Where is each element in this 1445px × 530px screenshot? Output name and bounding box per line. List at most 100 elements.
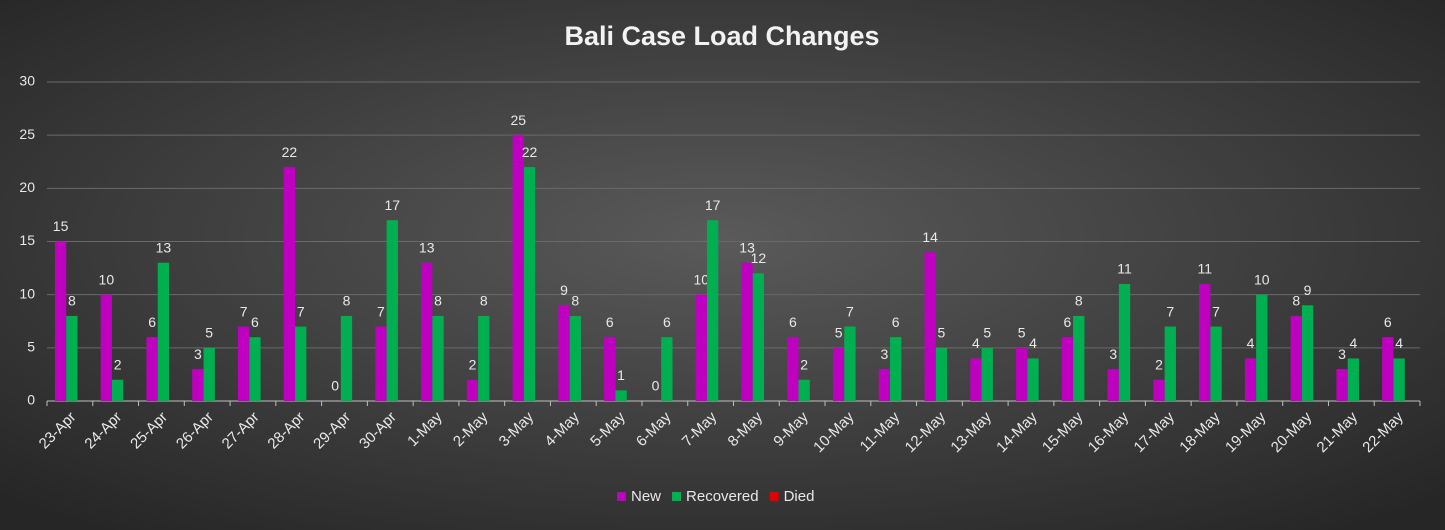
data-label: 2 bbox=[469, 356, 477, 372]
data-label: 6 bbox=[1384, 314, 1392, 330]
data-label: 5 bbox=[938, 325, 946, 341]
bar bbox=[1118, 284, 1131, 401]
bar bbox=[844, 326, 856, 401]
legend-label: Recovered bbox=[686, 488, 759, 505]
data-label: 2 bbox=[800, 356, 808, 372]
bar bbox=[1199, 284, 1211, 401]
data-label: 10 bbox=[1254, 271, 1270, 287]
y-tick-label: 15 bbox=[19, 232, 35, 248]
data-label: 0 bbox=[331, 378, 339, 394]
data-label: 5 bbox=[835, 325, 843, 341]
bar bbox=[798, 379, 810, 401]
bar bbox=[283, 167, 296, 401]
bar bbox=[569, 315, 581, 401]
legend-label: Died bbox=[784, 488, 815, 505]
y-tick-label: 30 bbox=[19, 73, 35, 89]
data-label: 12 bbox=[751, 250, 767, 266]
data-label: 6 bbox=[251, 314, 259, 330]
data-label: 2 bbox=[1155, 356, 1163, 372]
data-label: 6 bbox=[663, 314, 671, 330]
bar bbox=[157, 262, 170, 401]
bar bbox=[1244, 358, 1257, 401]
bar bbox=[832, 347, 845, 401]
bar bbox=[981, 347, 993, 401]
bar bbox=[478, 315, 490, 401]
y-tick-label: 0 bbox=[27, 392, 35, 408]
data-label: 11 bbox=[1197, 261, 1212, 277]
data-label: 7 bbox=[846, 303, 854, 319]
bar bbox=[604, 337, 616, 401]
bar bbox=[1382, 337, 1394, 401]
legend-swatch bbox=[769, 492, 779, 501]
data-label: 8 bbox=[1075, 293, 1083, 309]
data-label: 14 bbox=[922, 229, 938, 245]
bar bbox=[66, 315, 78, 401]
bar bbox=[1393, 358, 1405, 401]
data-label: 4 bbox=[1029, 335, 1037, 351]
data-label: 13 bbox=[156, 239, 172, 255]
bar bbox=[1073, 315, 1085, 401]
data-label: 8 bbox=[434, 293, 442, 309]
bar bbox=[192, 369, 204, 401]
bar bbox=[1016, 347, 1028, 401]
data-label: 4 bbox=[972, 335, 980, 351]
data-label: 9 bbox=[560, 282, 568, 298]
y-tick-label: 25 bbox=[19, 126, 35, 142]
data-label: 11 bbox=[1117, 261, 1132, 277]
data-label: 3 bbox=[1109, 346, 1117, 362]
data-label: 2 bbox=[114, 356, 122, 372]
data-label: 1 bbox=[617, 367, 625, 383]
bar bbox=[340, 315, 353, 401]
data-label: 9 bbox=[1304, 282, 1312, 298]
bar bbox=[878, 369, 891, 401]
bar bbox=[558, 305, 570, 401]
data-label: 4 bbox=[1395, 335, 1403, 351]
data-label: 17 bbox=[705, 197, 721, 213]
data-label: 7 bbox=[1166, 303, 1174, 319]
bar bbox=[741, 262, 753, 401]
data-label: 6 bbox=[892, 314, 900, 330]
y-tick-label: 20 bbox=[19, 179, 35, 195]
bar bbox=[706, 220, 719, 401]
bar bbox=[935, 347, 948, 401]
bar bbox=[375, 326, 387, 401]
data-label: 10 bbox=[99, 271, 115, 287]
data-label: 7 bbox=[377, 303, 385, 319]
legend-label: New bbox=[631, 488, 661, 505]
data-label: 7 bbox=[1212, 303, 1220, 319]
data-label: 4 bbox=[1247, 335, 1255, 351]
data-label: 13 bbox=[739, 239, 755, 255]
data-label: 4 bbox=[1349, 335, 1357, 351]
bar bbox=[970, 358, 982, 401]
bar bbox=[1336, 369, 1348, 401]
y-tick-label: 5 bbox=[27, 339, 35, 355]
bar bbox=[295, 326, 307, 401]
bar bbox=[1347, 358, 1359, 401]
data-label: 0 bbox=[652, 378, 660, 394]
bar bbox=[1107, 369, 1119, 401]
legend-swatch bbox=[672, 492, 682, 501]
bar bbox=[421, 262, 433, 401]
bar bbox=[1301, 305, 1314, 401]
bar bbox=[146, 337, 158, 401]
bar bbox=[615, 390, 627, 401]
bar bbox=[432, 315, 444, 401]
data-label: 5 bbox=[983, 325, 991, 341]
data-label: 8 bbox=[480, 293, 488, 309]
data-label: 10 bbox=[694, 271, 710, 287]
data-label: 3 bbox=[880, 346, 888, 362]
bar bbox=[1027, 358, 1039, 401]
bar bbox=[890, 337, 902, 401]
bar bbox=[1153, 379, 1165, 401]
bar bbox=[54, 241, 67, 401]
bar bbox=[1210, 326, 1222, 401]
y-tick-label: 10 bbox=[19, 285, 35, 301]
bar bbox=[203, 347, 215, 401]
data-label: 8 bbox=[1292, 293, 1300, 309]
bar bbox=[924, 252, 936, 401]
data-label: 6 bbox=[148, 314, 156, 330]
bar bbox=[1256, 294, 1268, 401]
data-label: 6 bbox=[789, 314, 797, 330]
data-label: 22 bbox=[282, 144, 298, 160]
